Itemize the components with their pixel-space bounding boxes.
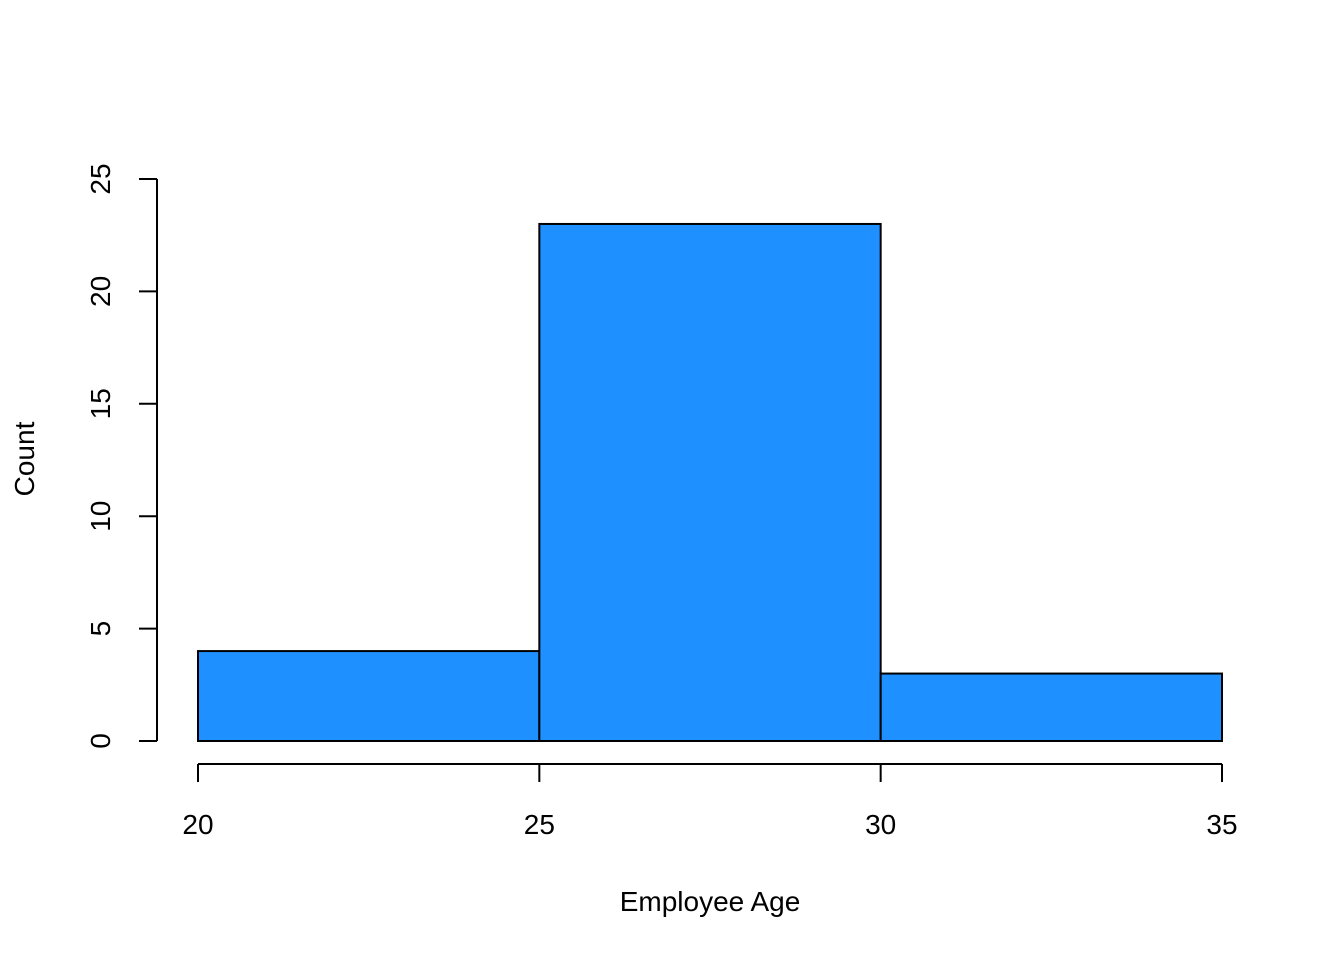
y-axis-label: Count	[9, 421, 40, 496]
y-tick-label: 20	[85, 276, 116, 307]
y-axis: 0 5 10 15 20 25	[85, 163, 158, 749]
y-tick-label: 25	[85, 163, 116, 194]
x-tick-label: 35	[1206, 809, 1237, 840]
x-axis: 20 25 30 35	[182, 763, 1238, 840]
x-tick-label: 25	[524, 809, 555, 840]
y-tick-label: 5	[85, 621, 116, 637]
x-ticks: 20 25 30 35	[182, 764, 1238, 840]
histogram-bar-0	[197, 650, 541, 743]
x-tick-label: 30	[865, 809, 896, 840]
y-tick-label: 10	[85, 501, 116, 532]
histogram-bar-2	[879, 672, 1224, 742]
y-tick-label: 15	[85, 388, 116, 419]
histogram-bar-1	[538, 222, 882, 742]
y-tick-label: 0	[85, 733, 116, 749]
x-axis-label: Employee Age	[620, 886, 801, 917]
y-ticks: 0 5 10 15 20 25	[85, 163, 157, 749]
histogram-bars	[197, 222, 1224, 743]
x-tick-label: 20	[182, 809, 213, 840]
